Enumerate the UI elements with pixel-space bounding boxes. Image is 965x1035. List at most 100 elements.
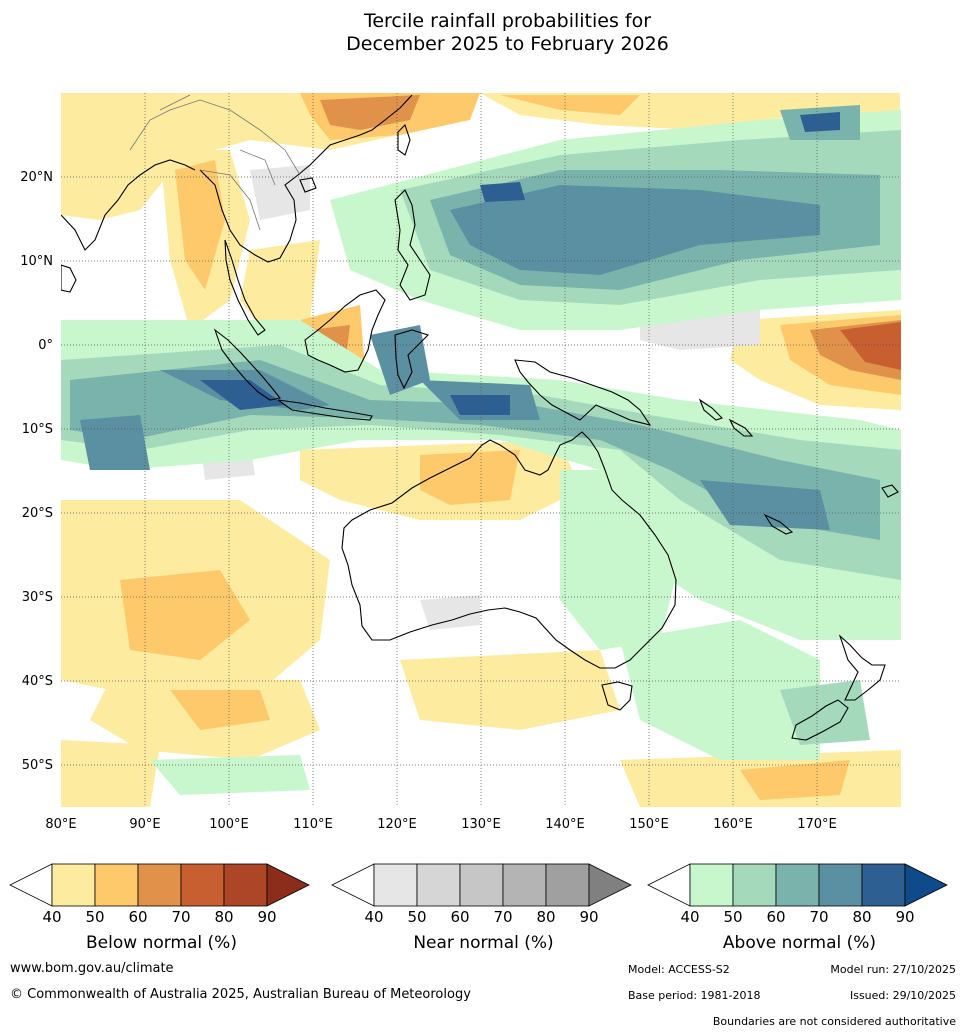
longitude-labels: 80°E 90°E 100°E 110°E 120°E 130°E 140°E 150°E 16… <box>45 817 836 832</box>
new-caledonia-coastline <box>763 513 794 535</box>
legend-2: 40 50 60 70 80 90 Near normal (%) <box>331 863 632 953</box>
legend-tick-label: 50 <box>85 908 104 926</box>
latitude-labels: 20°N 10°N 0° 10°S 20°S 30°S 40°S 50°S <box>20 170 53 773</box>
new-zealand-north-coastline <box>838 634 886 701</box>
legend-3: 40 50 60 70 80 90 Above normal (%) <box>647 863 948 953</box>
latitude-label: 30°S <box>22 590 53 605</box>
longitude-label: 140°E <box>545 817 585 832</box>
legend-swatch <box>137 863 182 907</box>
legend-swatch <box>180 863 225 907</box>
hainan-coastline <box>299 177 317 193</box>
solomon-islands-coastline <box>698 398 724 421</box>
legend-swatch <box>545 863 590 907</box>
longitude-label: 80°E <box>45 817 76 832</box>
legend-swatch <box>775 863 820 907</box>
java-coastline <box>277 399 373 421</box>
model-text: Model: ACCESS-S2 <box>628 963 730 976</box>
longitude-label: 170°E <box>797 817 837 832</box>
legend-swatch <box>818 863 863 907</box>
legend-swatch <box>94 863 139 907</box>
legend-swatch <box>416 863 461 907</box>
new-guinea-coastline <box>514 359 652 426</box>
coastlines <box>61 94 899 741</box>
legend-tick-label: 40 <box>680 908 699 926</box>
sumatra-coastline <box>213 328 281 401</box>
legend-tick-label: 50 <box>723 908 742 926</box>
legend-swatch <box>502 863 547 907</box>
legend-lower-extension <box>9 863 53 907</box>
sulawesi-coastline <box>394 329 430 390</box>
legend-swatch <box>861 863 906 907</box>
gridlines <box>61 93 901 807</box>
legend-upper-extension <box>266 863 310 907</box>
solomon-islands-coastline-2 <box>728 418 754 437</box>
philippines-coastline <box>394 189 431 301</box>
longitude-label: 120°E <box>377 817 417 832</box>
sri-lanka-coastline <box>61 264 77 293</box>
fiji-coastline <box>881 484 899 498</box>
new-zealand-south-coastline <box>791 699 849 741</box>
legend-swatch <box>373 863 418 907</box>
longitude-label: 100°E <box>209 817 249 832</box>
copyright-text: © Commonwealth of Australia 2025, Austra… <box>10 987 471 1002</box>
legend-tick-label: 70 <box>493 908 512 926</box>
legend-tick-label: 80 <box>852 908 871 926</box>
title-line-1: Tercile rainfall probabilities for <box>363 10 652 32</box>
disclaimer-text: Boundaries are not considered authoritat… <box>712 1015 956 1028</box>
longitude-label: 160°E <box>713 817 753 832</box>
legend-title: Below normal (%) <box>86 933 237 953</box>
legend-swatch <box>732 863 777 907</box>
model-run-text: Model run: 27/10/2025 <box>830 963 956 976</box>
legend-tick-label: 60 <box>450 908 469 926</box>
country-borders <box>129 94 301 231</box>
indochina-coastline <box>199 94 413 263</box>
legend-tick-label: 90 <box>257 908 276 926</box>
website-text: www.bom.gov.au/climate <box>10 961 174 976</box>
latitude-label: 50°S <box>22 758 53 773</box>
title-line-2: December 2025 to February 2026 <box>346 33 669 55</box>
issued-text: Issued: 29/10/2025 <box>849 989 956 1002</box>
latitude-label: 40°S <box>22 674 53 689</box>
legend-upper-extension <box>588 863 632 907</box>
legend-tick-label: 70 <box>171 908 190 926</box>
latitude-label: 10°S <box>22 422 53 437</box>
longitude-label: 90°E <box>129 817 160 832</box>
longitude-label: 110°E <box>293 817 333 832</box>
latitude-label: 0° <box>38 338 53 353</box>
legend-tick-label: 80 <box>536 908 555 926</box>
map-title: Tercile rainfall probabilities for Decem… <box>0 10 965 56</box>
legend-tick-label: 60 <box>128 908 147 926</box>
legend-swatch <box>51 863 96 907</box>
legend-tick-label: 90 <box>579 908 598 926</box>
latitude-label: 10°N <box>20 254 53 269</box>
legend-title: Above normal (%) <box>723 933 876 953</box>
legend-lower-extension <box>647 863 691 907</box>
taiwan-coastline <box>397 123 411 156</box>
tasmania-coastline <box>601 681 633 711</box>
base-period-text: Base period: 1981-2018 <box>628 989 761 1002</box>
borneo-coastline <box>304 289 386 373</box>
legend-lower-extension <box>331 863 375 907</box>
legend-tick-label: 70 <box>809 908 828 926</box>
legend-tick-label: 60 <box>766 908 785 926</box>
legends: 40 50 60 70 80 90 Below normal (%) 40 50 60 70 80 90… <box>9 863 948 953</box>
legend-tick-label: 90 <box>895 908 914 926</box>
australia-coastline <box>341 431 677 669</box>
malay-peninsula-coastline <box>224 239 266 336</box>
legend-tick-label: 50 <box>407 908 426 926</box>
legend-1: 40 50 60 70 80 90 Below normal (%) <box>9 863 310 953</box>
latitude-label: 20°S <box>22 506 53 521</box>
latitude-label: 20°N <box>20 170 53 185</box>
legend-tick-label: 40 <box>364 908 383 926</box>
probability-field <box>61 93 901 807</box>
legend-tick-label: 40 <box>42 908 61 926</box>
legend-swatch <box>689 863 734 907</box>
legend-tick-label: 80 <box>214 908 233 926</box>
longitude-label: 150°E <box>629 817 669 832</box>
india-coastline <box>61 159 196 251</box>
below-normal-areas <box>61 93 901 807</box>
legend-swatch <box>223 863 268 907</box>
legend-title: Near normal (%) <box>413 933 553 953</box>
legend-upper-extension <box>904 863 948 907</box>
